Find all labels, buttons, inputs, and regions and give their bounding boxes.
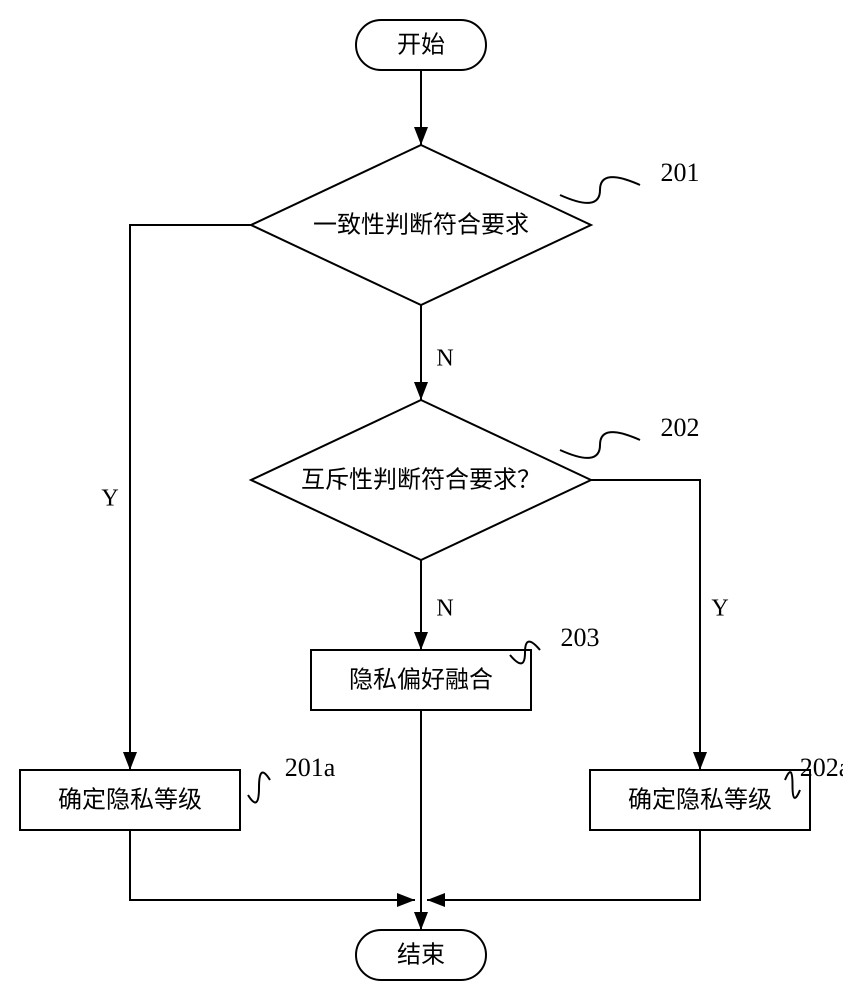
edge-label: N [436,346,453,372]
arrow-head [123,752,137,770]
p203-text: 隐私偏好融合 [349,667,493,694]
edge-label: Y [711,596,728,622]
arrow-head [693,752,707,770]
arrow-head [397,893,415,907]
edge [427,830,700,900]
edge [591,480,700,770]
arrow-head [427,893,445,907]
edge-label: Y [101,486,118,512]
r202-label: 202 [661,413,700,442]
edge [130,830,415,900]
arrow-head [414,912,428,930]
d201-text: 一致性判断符合要求 [313,212,529,239]
r202-leader [560,432,640,458]
r203-label: 203 [561,623,600,652]
r202a-label: 202a [800,753,843,782]
r201a-leader [248,773,270,803]
edge [130,225,251,770]
r201-leader [560,177,640,203]
r201a-label: 201a [285,753,336,782]
p201a-text: 确定隐私等级 [58,787,202,814]
end-text: 结束 [397,942,445,969]
d202-text: 互斥性判断符合要求？ [301,467,541,494]
edge-label: N [436,596,453,622]
start-text: 开始 [397,32,445,59]
p202a-text: 确定隐私等级 [628,787,772,814]
arrow-head [414,632,428,650]
arrow-head [414,127,428,145]
arrow-head [414,382,428,400]
r201-label: 201 [661,158,700,187]
